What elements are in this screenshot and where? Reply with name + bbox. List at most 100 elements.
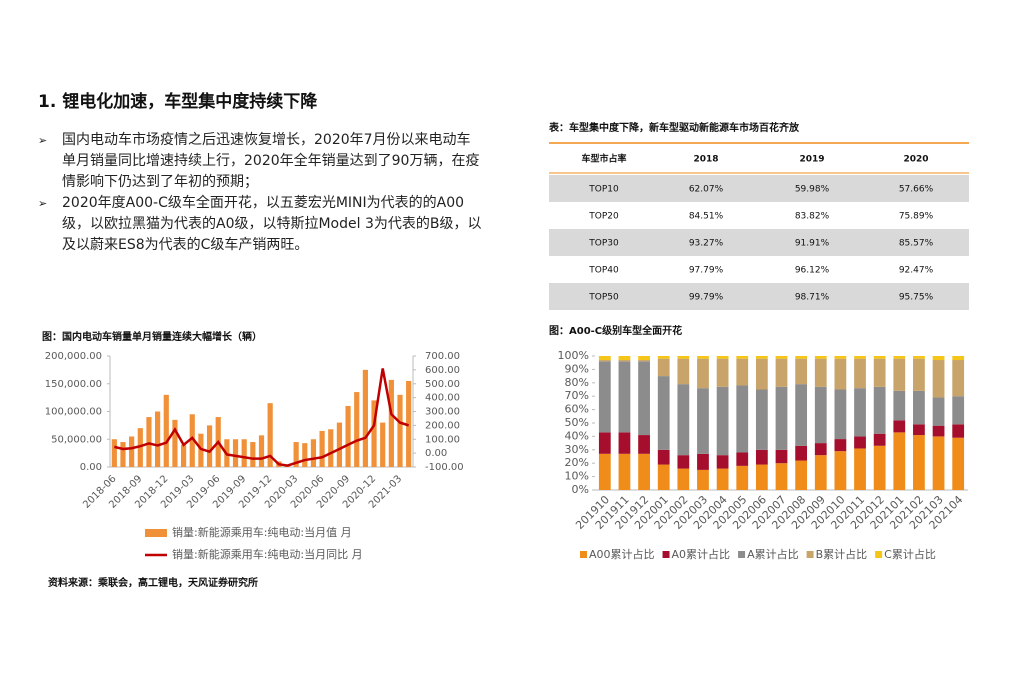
y2-tick-label: 600.00	[425, 365, 460, 376]
bar-segment	[697, 469, 709, 490]
bar-segment	[952, 424, 965, 438]
legend-label: 销量:新能源乘用车:纯电动:当月值 月	[172, 525, 352, 539]
bar-segment	[697, 356, 709, 359]
bar	[328, 429, 334, 467]
table-header: 车型市占率	[581, 153, 626, 165]
bar-segment	[893, 390, 906, 421]
table-cell: 95.75%	[899, 293, 934, 303]
table-cell: 59.98%	[795, 185, 830, 195]
bar	[172, 419, 178, 467]
bar	[362, 369, 368, 467]
y-tick-label: 70%	[565, 389, 589, 402]
bar-segment	[677, 358, 690, 385]
bar-segment	[814, 443, 827, 456]
bar-segment	[814, 356, 827, 359]
bar	[310, 439, 317, 467]
bar-segment	[755, 464, 768, 490]
y-tick-label: 20%	[565, 456, 589, 469]
y-tick-label: 150,000.00	[45, 379, 102, 390]
bar-segment	[598, 356, 611, 361]
legend-label: B累计占比	[816, 547, 868, 561]
y2-tick-label: -100.00	[425, 462, 464, 473]
bar-segment	[795, 445, 808, 461]
bar-segment	[736, 356, 749, 359]
bar-segment	[873, 433, 886, 446]
bar-segment	[854, 356, 866, 359]
table-cell: TOP50	[588, 293, 619, 303]
bar-segment	[618, 453, 631, 490]
bullet-list: 国内电动车市场疫情之后迅速恢复增长，2020年7月份以来电动车单月销量同比增速持…	[38, 130, 483, 256]
table-row-bg	[549, 175, 969, 202]
y-tick-label: 30%	[565, 443, 589, 456]
bar	[302, 443, 308, 467]
bar	[241, 439, 247, 467]
bar-segment	[873, 358, 886, 387]
legend-label: C累计占比	[884, 547, 936, 561]
bar-segment	[952, 360, 965, 397]
bar-segment	[834, 451, 847, 490]
y-tick-label: 10%	[565, 470, 589, 483]
legend-swatch	[875, 551, 883, 558]
bar-segment	[736, 358, 749, 386]
bullet: 2020年度A00-C级车全面开花，以五菱宏光MINI为代表的的A00级，以欧拉…	[38, 193, 483, 256]
bar	[155, 411, 161, 467]
bar-segment	[932, 425, 945, 437]
bar-segment	[716, 386, 729, 456]
y2-tick-label: 100.00	[425, 434, 460, 445]
y-tick-label: 80%	[565, 376, 589, 389]
table-cell: 92.47%	[899, 266, 934, 276]
bar-segment	[677, 468, 690, 490]
bar-segment	[834, 439, 847, 452]
bar-segment	[716, 455, 729, 469]
bar	[354, 392, 360, 467]
y-tick-label: 50,000.00	[51, 434, 102, 445]
bar-segment	[736, 465, 749, 490]
bar-segment	[716, 358, 729, 387]
bar	[163, 394, 169, 467]
bar-segment	[913, 358, 925, 391]
bar-segment	[913, 356, 925, 359]
bar	[137, 428, 143, 467]
bar	[111, 439, 117, 467]
bar-segment	[873, 445, 886, 490]
y-tick-label: 100,000.00	[45, 407, 102, 418]
y-tick-label: 0%	[572, 483, 589, 496]
table-cell: TOP30	[588, 239, 619, 249]
bar-segment	[638, 435, 650, 454]
bar-segment	[795, 358, 808, 385]
table-cell: 93.27%	[689, 239, 724, 249]
bar	[293, 442, 299, 467]
bar-segment	[775, 449, 788, 464]
bar	[180, 444, 187, 467]
bar-segment	[814, 455, 827, 490]
bar-segment	[834, 358, 847, 390]
bar-segment	[932, 356, 945, 361]
bar-segment	[677, 384, 690, 456]
bar-segment	[932, 436, 945, 490]
y2-tick-label: 200.00	[425, 420, 460, 431]
table-header: 2018	[693, 155, 718, 165]
chart-title: 图：国内电动车销量单月销量连续大幅增长（辆）	[42, 330, 262, 343]
bar-segment	[618, 356, 631, 361]
bar-segment	[697, 358, 709, 389]
table-cell: 83.82%	[795, 212, 830, 222]
bar	[198, 433, 204, 467]
bar	[397, 394, 403, 467]
bar	[345, 405, 351, 467]
bar-segment	[893, 358, 906, 391]
bar-segment	[697, 388, 709, 454]
bar-segment	[598, 453, 611, 490]
y-tick-label: 100%	[558, 349, 589, 362]
legend-label: 销量:新能源乘用车:纯电动:当月同比 月	[172, 547, 363, 561]
table-cell: 96.12%	[795, 266, 830, 276]
bar	[129, 436, 135, 467]
y-tick-label: 90%	[565, 362, 589, 375]
bar-segment	[952, 437, 965, 490]
bar-segment	[795, 460, 808, 490]
bar-segment	[598, 361, 611, 433]
bar	[146, 417, 152, 467]
bar-segment	[755, 358, 768, 390]
bar-segment	[755, 449, 768, 465]
bar-segment	[834, 356, 847, 359]
bar-segment	[657, 356, 670, 359]
